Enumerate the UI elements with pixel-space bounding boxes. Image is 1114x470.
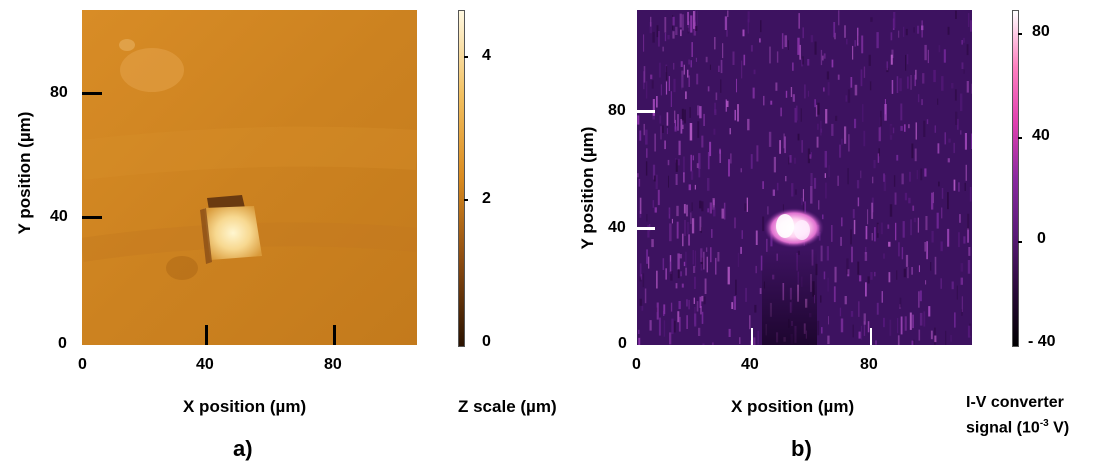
panel-a-xlabel: X position (µm)	[183, 397, 307, 416]
panel-a-y-tick-40: 40	[50, 208, 68, 225]
panel-b-y-tickmark-80	[637, 110, 655, 113]
panel-a-afm-image	[82, 10, 417, 345]
panel-a-ylabel: Y position (µm)	[15, 111, 34, 235]
panel-b-y-tickmark-40	[637, 227, 655, 230]
panel-b-xlabel: X position (µm)	[731, 397, 855, 416]
panel-a-y-tickmark-40	[82, 216, 102, 219]
panel-a-crystal-shadow	[207, 195, 245, 210]
panel-b-ylabel: Y position (µm)	[578, 126, 597, 250]
panel-b-x-tick-80: 80	[860, 356, 878, 373]
panel-a-y-tickmark-80	[82, 92, 102, 95]
panel-b-dark-region	[762, 250, 817, 345]
panel-b-cbar-tick-neg40: - 40	[1028, 333, 1056, 350]
panel-b-x-tickmark-80	[870, 328, 872, 345]
panel-b-label: b)	[791, 436, 812, 461]
panel-a-label: a)	[233, 436, 253, 461]
panel-a-cbar-tick-2: 2	[482, 190, 491, 207]
panel-b-x-tickmark-40	[751, 328, 753, 345]
panel-a-x-tick-0: 0	[78, 356, 87, 373]
panel-a-crystal	[204, 206, 262, 260]
panel-b-y-tick-40: 40	[608, 219, 626, 236]
panel-a-x-tickmark-80	[333, 325, 336, 345]
panel-b-hotspot	[764, 208, 824, 248]
panel-b-x-tick-40: 40	[741, 356, 759, 373]
panel-a-x-tickmark-40	[205, 325, 208, 345]
panel-a-afm-svg	[82, 10, 417, 345]
panel-a-y-tick-0: 0	[58, 335, 67, 352]
panel-b-y-tick-80: 80	[608, 102, 626, 119]
panel-a-particle-top	[120, 48, 184, 92]
panel-b-cbar-label-line1: I-V converter	[966, 394, 1064, 411]
panel-a-cbar-tick-4: 4	[482, 47, 491, 64]
panel-a-x-tick-40: 40	[196, 356, 214, 373]
panel-b-y-tick-0: 0	[618, 335, 627, 352]
panel-b-cbar-tick-40: 40	[1032, 127, 1050, 144]
panel-b-cbar-tick-0: 0	[1037, 230, 1046, 247]
panel-a-colorbar	[458, 10, 465, 347]
panel-a-cbar-tick-0: 0	[482, 333, 491, 350]
panel-b-current-map	[637, 10, 972, 345]
panel-b-colorbar	[1012, 10, 1019, 347]
panel-b-cbar-label-line2: signal (10-3 V)	[966, 418, 1070, 437]
panel-a-y-tick-80: 80	[50, 84, 68, 101]
panel-a-particle-low	[166, 256, 198, 280]
panel-a-cbar-label: Z scale (µm)	[458, 397, 557, 416]
panel-b-x-tick-0: 0	[632, 356, 641, 373]
panel-a-x-tick-80: 80	[324, 356, 342, 373]
panel-b-cbar-tick-80: 80	[1032, 23, 1050, 40]
panel-b-current-svg	[637, 10, 972, 345]
